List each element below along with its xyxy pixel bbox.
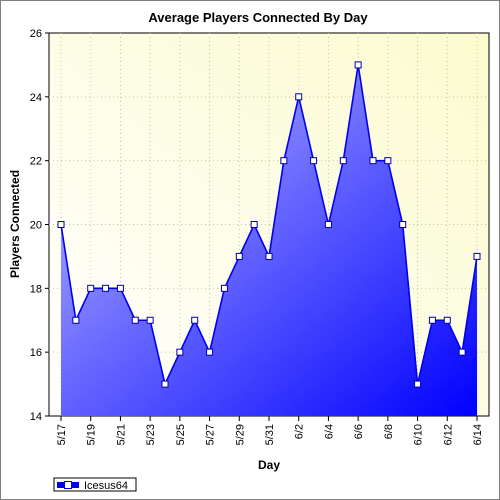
x-tick-label: 5/19: [86, 424, 98, 445]
data-point: [146, 316, 154, 324]
y-axis: 14 16 18 20 22 24 26: [30, 28, 49, 423]
chart-title: Average Players Connected By Day: [148, 10, 368, 25]
data-point: [324, 221, 332, 228]
y-axis-title: Players Connected: [8, 170, 22, 278]
data-point: [235, 252, 243, 260]
x-tick-label: 6/10: [413, 424, 425, 445]
x-axis: 5/17 5/19 5/21 5/23 5/25 5/27 5/29 5/31 6/2 6/4 6/…: [56, 416, 484, 445]
x-tick-label: 5/25: [175, 424, 187, 445]
y-tick-label: 16: [30, 347, 42, 359]
data-point: [176, 348, 184, 356]
data-point: [443, 316, 451, 324]
data-point: [354, 61, 362, 69]
data-point: [458, 348, 466, 356]
y-tick-label: 22: [30, 156, 42, 168]
data-point: [131, 316, 139, 324]
x-tick-label: 5/31: [264, 424, 276, 445]
x-tick-label: 5/23: [145, 424, 157, 445]
data-point: [310, 157, 318, 165]
x-tick-label: 6/2: [294, 424, 306, 439]
y-tick-label: 26: [30, 28, 42, 40]
y-tick-label: 20: [30, 220, 42, 232]
data-point: [161, 380, 169, 388]
data-point: [220, 284, 228, 292]
data-point: [428, 316, 436, 324]
y-tick-label: 18: [30, 283, 42, 295]
x-tick-label: 6/14: [472, 424, 484, 445]
x-axis-title: Day: [258, 458, 280, 472]
y-tick-label: 24: [30, 92, 42, 104]
x-tick-label: 6/8: [383, 424, 395, 439]
data-point: [295, 93, 303, 101]
x-tick-label: 6/6: [353, 424, 365, 439]
data-point: [399, 221, 407, 228]
area-layer: [57, 61, 481, 417]
x-tick-label: 5/21: [115, 424, 127, 445]
x-tick-label: 6/4: [323, 424, 335, 439]
data-point: [384, 157, 392, 165]
legend-marker: [64, 481, 72, 489]
data-point: [87, 284, 95, 292]
data-point: [369, 157, 377, 165]
x-tick-label: 5/27: [205, 424, 217, 445]
data-point: [473, 252, 481, 260]
data-point: [265, 252, 273, 260]
data-point: [191, 316, 199, 324]
data-point: [250, 221, 258, 228]
legend-label: Icesus64: [84, 480, 128, 492]
data-point: [206, 348, 214, 356]
y-tick-label: 14: [30, 411, 42, 423]
data-point: [116, 284, 124, 292]
data-point: [72, 316, 80, 324]
data-point: [280, 157, 288, 165]
data-point: [414, 380, 422, 388]
data-point: [57, 221, 65, 228]
data-point: [339, 157, 347, 165]
area-fill: [61, 64, 477, 417]
legend: Icesus64: [53, 477, 137, 492]
x-tick-label: 5/17: [56, 424, 68, 445]
data-point: [102, 284, 110, 292]
x-tick-label: 5/29: [234, 424, 246, 445]
x-tick-label: 6/12: [442, 424, 454, 445]
